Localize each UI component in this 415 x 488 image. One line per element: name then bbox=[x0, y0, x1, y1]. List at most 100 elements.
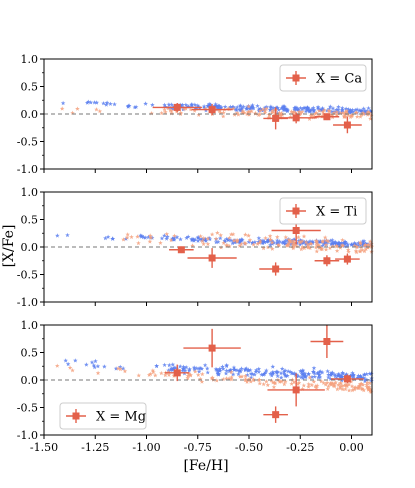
blue-field-star bbox=[238, 107, 243, 113]
orange-field-star bbox=[369, 241, 374, 246]
orange-field-star bbox=[146, 372, 152, 377]
blue-field-star bbox=[233, 107, 238, 112]
orange-field-star bbox=[313, 245, 319, 250]
x-tick-label: -1.25 bbox=[81, 441, 109, 454]
orange-field-star bbox=[201, 241, 206, 246]
blue-field-star bbox=[244, 105, 250, 110]
y-tick-label: -1.0 bbox=[17, 429, 38, 442]
orange-field-star bbox=[59, 106, 65, 111]
orange-field-star bbox=[323, 382, 328, 387]
y-tick-label: 1.0 bbox=[21, 319, 39, 332]
blue-field-star bbox=[359, 108, 365, 114]
blue-field-star bbox=[345, 242, 351, 247]
measurement-point bbox=[169, 246, 194, 254]
blue-field-star bbox=[228, 238, 234, 243]
orange-field-star bbox=[355, 385, 360, 390]
orange-field-star bbox=[251, 378, 257, 383]
orange-field-star bbox=[168, 237, 174, 243]
legend: X = Ti bbox=[279, 197, 367, 225]
orange-field-star bbox=[192, 108, 197, 113]
blue-field-star bbox=[170, 106, 176, 111]
blue-field-star bbox=[183, 365, 189, 370]
orange-field-star bbox=[299, 238, 305, 244]
orange-field-star bbox=[342, 383, 347, 388]
blue-field-star bbox=[208, 102, 213, 107]
orange-field-star bbox=[190, 243, 195, 248]
blue-field-star bbox=[342, 243, 347, 249]
blue-field-star bbox=[235, 104, 240, 110]
blue-field-star bbox=[302, 105, 308, 110]
orange-field-star bbox=[234, 238, 240, 243]
y-tick-label: -1.0 bbox=[17, 296, 38, 309]
blue-field-star bbox=[296, 373, 301, 379]
blue-field-star bbox=[143, 101, 148, 106]
blue-field-star bbox=[268, 242, 273, 247]
orange-field-star bbox=[201, 235, 206, 241]
blue-field-star bbox=[216, 103, 221, 108]
orange-field-star bbox=[306, 381, 311, 387]
orange-field-star bbox=[247, 109, 253, 114]
blue-field-star bbox=[228, 104, 233, 109]
blue-field-star bbox=[292, 106, 297, 111]
legend-label: X = Mg bbox=[96, 410, 146, 425]
orange-field-star bbox=[360, 382, 366, 387]
blue-field-star bbox=[92, 100, 97, 105]
blue-field-star bbox=[206, 101, 212, 106]
orange-field-star bbox=[229, 377, 234, 382]
orange-field-star bbox=[291, 238, 296, 244]
blue-field-star bbox=[101, 101, 106, 106]
blue-field-star bbox=[178, 102, 184, 107]
blue-field-star bbox=[205, 103, 211, 109]
orange-field-star bbox=[364, 384, 370, 389]
blue-field-star bbox=[317, 374, 323, 380]
measurement-marker bbox=[292, 386, 300, 394]
blue-field-star bbox=[110, 236, 115, 241]
blue-field-star bbox=[345, 109, 351, 114]
orange-field-star bbox=[326, 384, 331, 389]
orange-field-star bbox=[305, 245, 311, 250]
blue-field-star bbox=[65, 232, 70, 238]
blue-field-star bbox=[154, 363, 159, 368]
orange-field-star bbox=[367, 388, 373, 393]
blue-field-star bbox=[215, 239, 221, 244]
measurement-marker bbox=[173, 369, 181, 377]
orange-field-star bbox=[316, 108, 322, 113]
orange-field-star bbox=[218, 232, 223, 238]
blue-field-star bbox=[303, 374, 309, 380]
measurement-point bbox=[263, 406, 288, 423]
blue-field-star bbox=[202, 362, 208, 368]
orange-field-star bbox=[186, 371, 192, 377]
measurement-marker bbox=[323, 338, 331, 345]
blue-field-star bbox=[73, 358, 78, 363]
orange-field-star bbox=[322, 107, 327, 113]
measurement-marker bbox=[343, 375, 351, 383]
orange-field-star bbox=[360, 110, 366, 115]
blue-field-star bbox=[262, 371, 267, 376]
blue-field-star bbox=[288, 369, 293, 374]
orange-field-star bbox=[361, 387, 367, 393]
orange-field-star bbox=[240, 110, 245, 116]
blue-field-star bbox=[282, 368, 288, 373]
blue-field-star bbox=[350, 370, 355, 375]
blue-field-star bbox=[250, 240, 255, 245]
measurement-marker bbox=[292, 114, 300, 122]
orange-field-star bbox=[292, 110, 297, 115]
orange-field-star bbox=[367, 239, 373, 244]
orange-field-star bbox=[318, 245, 324, 250]
orange-field-star bbox=[277, 378, 283, 384]
blue-field-star bbox=[192, 102, 198, 107]
blue-field-star bbox=[183, 102, 189, 107]
blue-field-star bbox=[350, 107, 355, 112]
orange-field-star bbox=[309, 382, 314, 387]
orange-field-star bbox=[209, 232, 215, 237]
blue-field-star bbox=[191, 238, 197, 243]
orange-field-star bbox=[333, 380, 338, 385]
orange-field-star bbox=[205, 241, 211, 247]
blue-field-star bbox=[315, 370, 320, 375]
orange-field-star bbox=[199, 379, 205, 384]
blue-field-star bbox=[120, 366, 126, 371]
blue-field-star bbox=[215, 371, 221, 376]
orange-field-star bbox=[342, 113, 347, 119]
orange-field-star bbox=[307, 245, 313, 250]
blue-field-star bbox=[364, 109, 370, 114]
